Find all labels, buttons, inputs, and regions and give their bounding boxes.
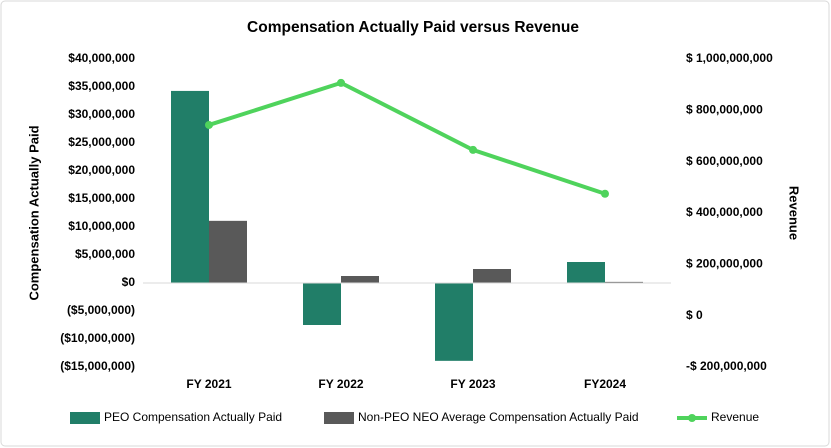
legend-swatch [70,412,100,424]
y2-tick-label: -$ 200,000,000 [686,359,767,373]
y2-tick-label: $ 200,000,000 [686,257,763,271]
bar [171,90,209,283]
y-tick-label: ($15,000,000) [60,359,135,373]
bar [567,262,605,283]
x-tick-label: FY 2023 [450,377,495,391]
legend-label: Non-PEO NEO Average Compensation Actuall… [358,410,639,424]
point [205,120,213,129]
y-tick-label: $40,000,000 [68,51,135,65]
legend-swatch [688,414,696,422]
bar [303,283,341,325]
bar [473,269,511,283]
y-tick-label: $15,000,000 [68,191,135,205]
y2-tick-label: $ 1,000,000,000 [686,51,773,65]
y-tick-label: $20,000,000 [68,163,135,177]
y2-tick-label: $ 400,000,000 [686,205,763,219]
chart-title: Compensation Actually Paid versus Revenu… [247,19,579,36]
y2-tick-label: $ 600,000,000 [686,154,763,168]
y2-tick-label: $ 800,000,000 [686,103,763,117]
bar [435,283,473,361]
y-tick-label: $10,000,000 [68,219,135,233]
y-tick-label: $30,000,000 [68,107,135,121]
x-tick-label: FY2024 [584,377,626,391]
point [601,189,609,198]
legend-label: PEO Compensation Actually Paid [104,410,282,424]
legend-swatch [324,412,354,424]
y-tick-label: $25,000,000 [68,135,135,149]
bar [209,220,247,283]
y-tick-label: ($5,000,000) [67,303,135,317]
y2-tick-label: $ 0 [686,308,703,322]
point [337,78,345,87]
y2-axis-title: Revenue [787,186,802,240]
y-tick-label: $0 [122,275,136,289]
legend-label: Revenue [711,410,759,424]
y-axis-title: Compensation Actually Paid [26,125,41,300]
bar [605,281,643,283]
y-tick-label: $5,000,000 [75,247,135,261]
y-tick-label: ($10,000,000) [60,331,135,345]
bar [341,276,379,283]
y-tick-label: $35,000,000 [68,79,135,93]
point [469,145,477,154]
x-tick-label: FY 2022 [318,377,363,391]
x-tick-label: FY 2021 [186,377,231,391]
line [208,80,606,196]
